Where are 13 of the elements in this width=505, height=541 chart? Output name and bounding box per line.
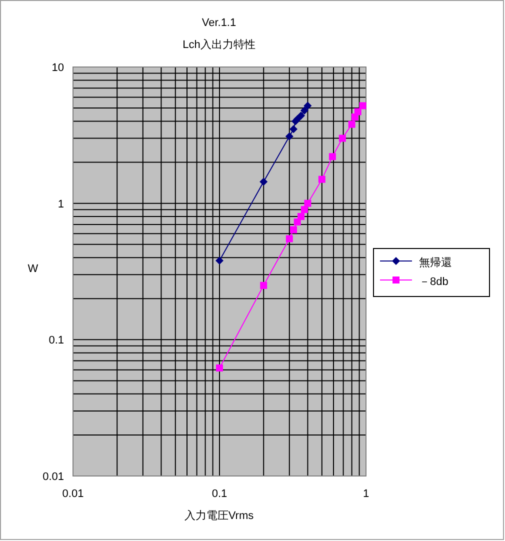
y-tick-label: 0.01: [42, 471, 64, 483]
y-tick-label: 1: [58, 198, 64, 210]
x-tick-label: 0.01: [62, 488, 84, 500]
legend-label: 無帰還: [419, 257, 452, 269]
y-tick-label: 10: [52, 62, 64, 74]
x-axis-title: 入力電圧Vrms: [184, 509, 254, 522]
x-tick-label: 0.1: [212, 488, 228, 500]
y-axis-title: W: [28, 263, 39, 275]
y-tick-label: 0.1: [48, 334, 64, 347]
chart-subtitle: Lch入出力特性: [182, 38, 256, 51]
x-tick-label: 1: [362, 488, 370, 500]
legend-label: －8db: [419, 276, 448, 288]
chart-title: Ver.1.1: [202, 17, 236, 29]
